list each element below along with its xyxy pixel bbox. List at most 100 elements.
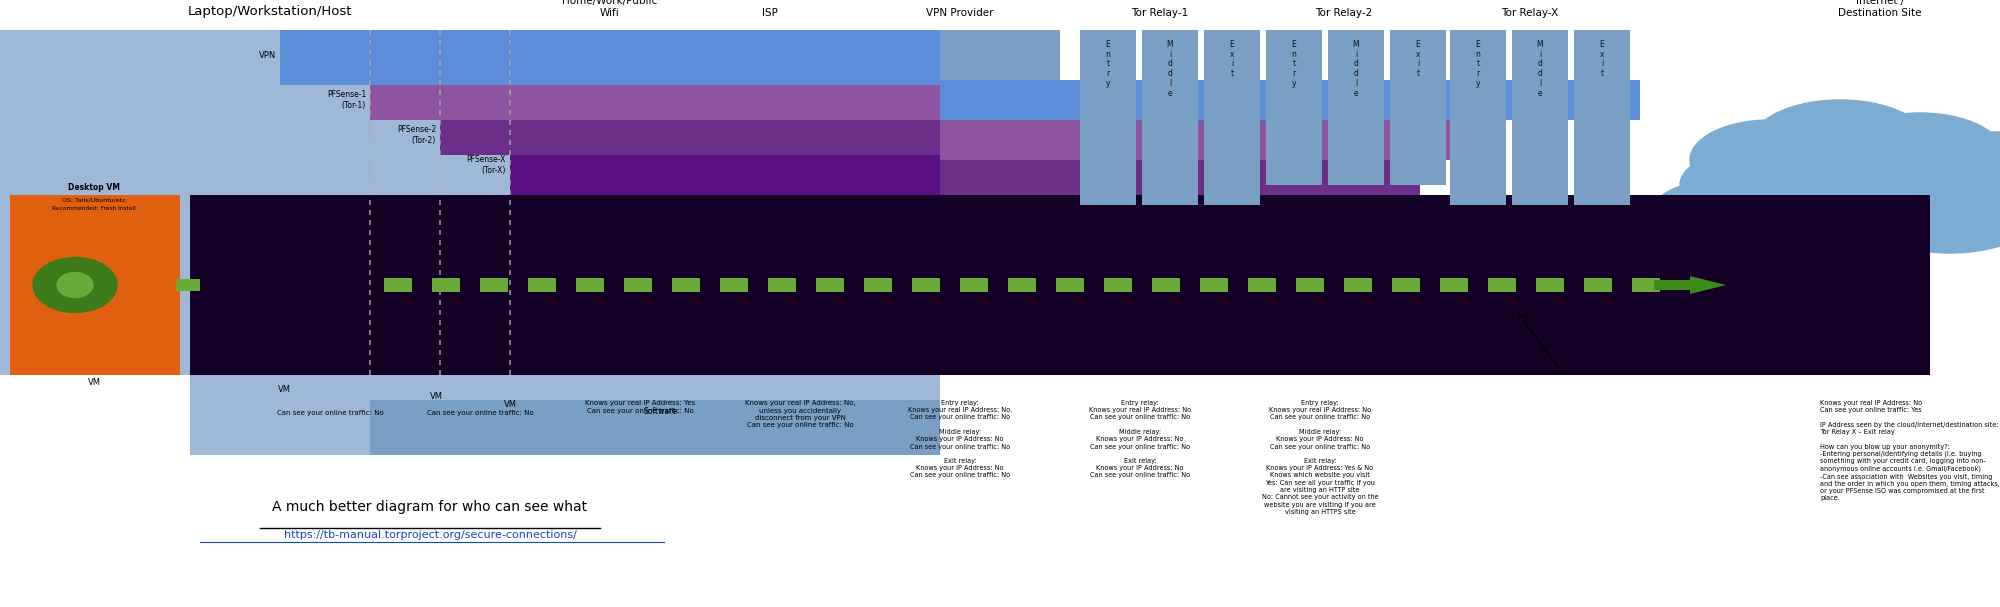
Bar (510, 375, 940, 400)
Text: Entry relay:
Knows your real IP Address: No
Can see your online traffic: No

Mid: Entry relay: Knows your real IP Address:… (1088, 400, 1192, 478)
Bar (720, 278, 748, 292)
Bar (768, 278, 796, 292)
Bar (1584, 278, 1612, 292)
Text: A much better diagram for who can see what: A much better diagram for who can see wh… (272, 500, 588, 514)
Text: M
i
d
d
l
e: M i d d l e (1352, 40, 1360, 98)
Bar (176, 279, 200, 291)
Bar (440, 375, 940, 415)
Bar (280, 375, 940, 445)
Text: PFSense-2
(Tor-2): PFSense-2 (Tor-2) (396, 125, 436, 144)
Text: E
n
t
r
y: E n t r y (1106, 40, 1110, 88)
Bar (1296, 278, 1324, 292)
Bar (1080, 30, 1136, 205)
Bar (432, 278, 460, 292)
Bar (370, 400, 940, 455)
Bar (0, 30, 940, 375)
Bar (370, 30, 940, 120)
Bar (440, 30, 940, 155)
Bar (280, 30, 940, 85)
Bar (280, 30, 940, 85)
Bar (10, 195, 180, 375)
Bar (672, 278, 700, 292)
Bar (1104, 278, 1132, 292)
Bar (960, 278, 988, 292)
Text: Can see your online traffic: No: Can see your online traffic: No (276, 410, 384, 416)
Text: Entry relay:
Knows your real IP Address: No,
Can see your online traffic: No

Mi: Entry relay: Knows your real IP Address:… (908, 400, 1012, 478)
Bar (1392, 278, 1420, 292)
Bar (1512, 30, 1568, 205)
Text: VM: VM (504, 400, 516, 409)
Bar (1204, 30, 1260, 205)
Bar (370, 375, 940, 430)
Bar (1266, 30, 1322, 185)
Text: Knows your real IP Address: No
Can see your online traffic: Yes

IP Address seen: Knows your real IP Address: No Can see y… (1820, 400, 2000, 501)
Text: Tor Relay-X: Tor Relay-X (1502, 8, 1558, 18)
Circle shape (1836, 113, 2000, 197)
Bar (1632, 278, 1660, 292)
Bar (1450, 30, 1506, 205)
Text: M
i
d
d
l
e: M i d d l e (1166, 40, 1174, 98)
Text: Tor Relay-1: Tor Relay-1 (1132, 8, 1188, 18)
Text: https://tb-manual.torproject.org/secure-connections/: https://tb-manual.torproject.org/secure-… (284, 530, 576, 540)
Bar (720, 30, 840, 80)
Text: VM: VM (88, 378, 100, 387)
Bar (528, 278, 556, 292)
Bar (624, 278, 652, 292)
Circle shape (1650, 180, 1790, 250)
Text: PFSense-1
(Tor-1): PFSense-1 (Tor-1) (326, 90, 366, 110)
Text: VPN Provider: VPN Provider (926, 8, 994, 18)
Bar (816, 278, 844, 292)
Text: Knows your real IP Address: Yes
Can see your online traffic: No: Knows your real IP Address: Yes Can see … (584, 400, 696, 413)
Circle shape (1944, 157, 2000, 233)
Ellipse shape (32, 257, 116, 313)
Text: E
x
i
t: E x i t (1230, 40, 1234, 78)
Bar (1488, 278, 1516, 292)
Text: E
x
i
t: E x i t (1600, 40, 1604, 78)
Bar (440, 30, 940, 155)
Text: OS: Tails/Ubuntu/etc: OS: Tails/Ubuntu/etc (62, 198, 126, 203)
Bar (370, 30, 940, 120)
Circle shape (1674, 162, 1866, 258)
Bar (190, 195, 1930, 375)
Text: VPN: VPN (258, 50, 276, 59)
Bar (560, 120, 1500, 160)
Circle shape (1854, 157, 2000, 253)
Bar (510, 30, 940, 195)
Bar (510, 30, 940, 195)
Circle shape (1690, 120, 1850, 200)
Bar (1142, 30, 1198, 205)
Bar (910, 30, 1060, 80)
Bar (912, 278, 940, 292)
Text: E
n
t
r
y: E n t r y (1476, 40, 1480, 88)
Bar (1152, 278, 1180, 292)
Text: Recommended: Fresh Install: Recommended: Fresh Install (52, 206, 136, 211)
Text: E
n
t
r
y: E n t r y (1292, 40, 1296, 88)
Bar (1440, 278, 1468, 292)
Bar (190, 375, 940, 455)
FancyArrow shape (1654, 276, 1726, 294)
Bar (1344, 278, 1372, 292)
Bar (1328, 30, 1384, 185)
Text: VM: VM (278, 385, 290, 394)
Text: E
x
i
t: E x i t (1416, 40, 1420, 78)
Text: Knows your real IP Address: No,
unless you accidentally
disconnect from your VPN: Knows your real IP Address: No, unless y… (744, 400, 856, 429)
Text: ISP: ISP (762, 8, 778, 18)
Text: VM: VM (430, 392, 442, 401)
Bar (560, 160, 1420, 195)
Bar (560, 30, 710, 80)
Bar (1008, 278, 1036, 292)
Text: M
i
d
d
l
e: M i d d l e (1536, 40, 1544, 98)
Text: PFSense-X
(Tor-X): PFSense-X (Tor-X) (466, 155, 506, 175)
Text: Software: Software (644, 407, 676, 416)
Text: Internet /
Destination Site: Internet / Destination Site (1838, 0, 1922, 18)
Bar (1248, 278, 1276, 292)
Bar (560, 80, 1640, 120)
Bar (576, 278, 604, 292)
Circle shape (1750, 100, 1930, 190)
Circle shape (1680, 150, 1820, 220)
Text: Home/Work/Public
Wifi: Home/Work/Public Wifi (562, 0, 658, 18)
Bar (1536, 278, 1564, 292)
Bar (1390, 30, 1446, 185)
Bar (1574, 30, 1630, 205)
Text: Desktop VM: Desktop VM (68, 183, 120, 192)
